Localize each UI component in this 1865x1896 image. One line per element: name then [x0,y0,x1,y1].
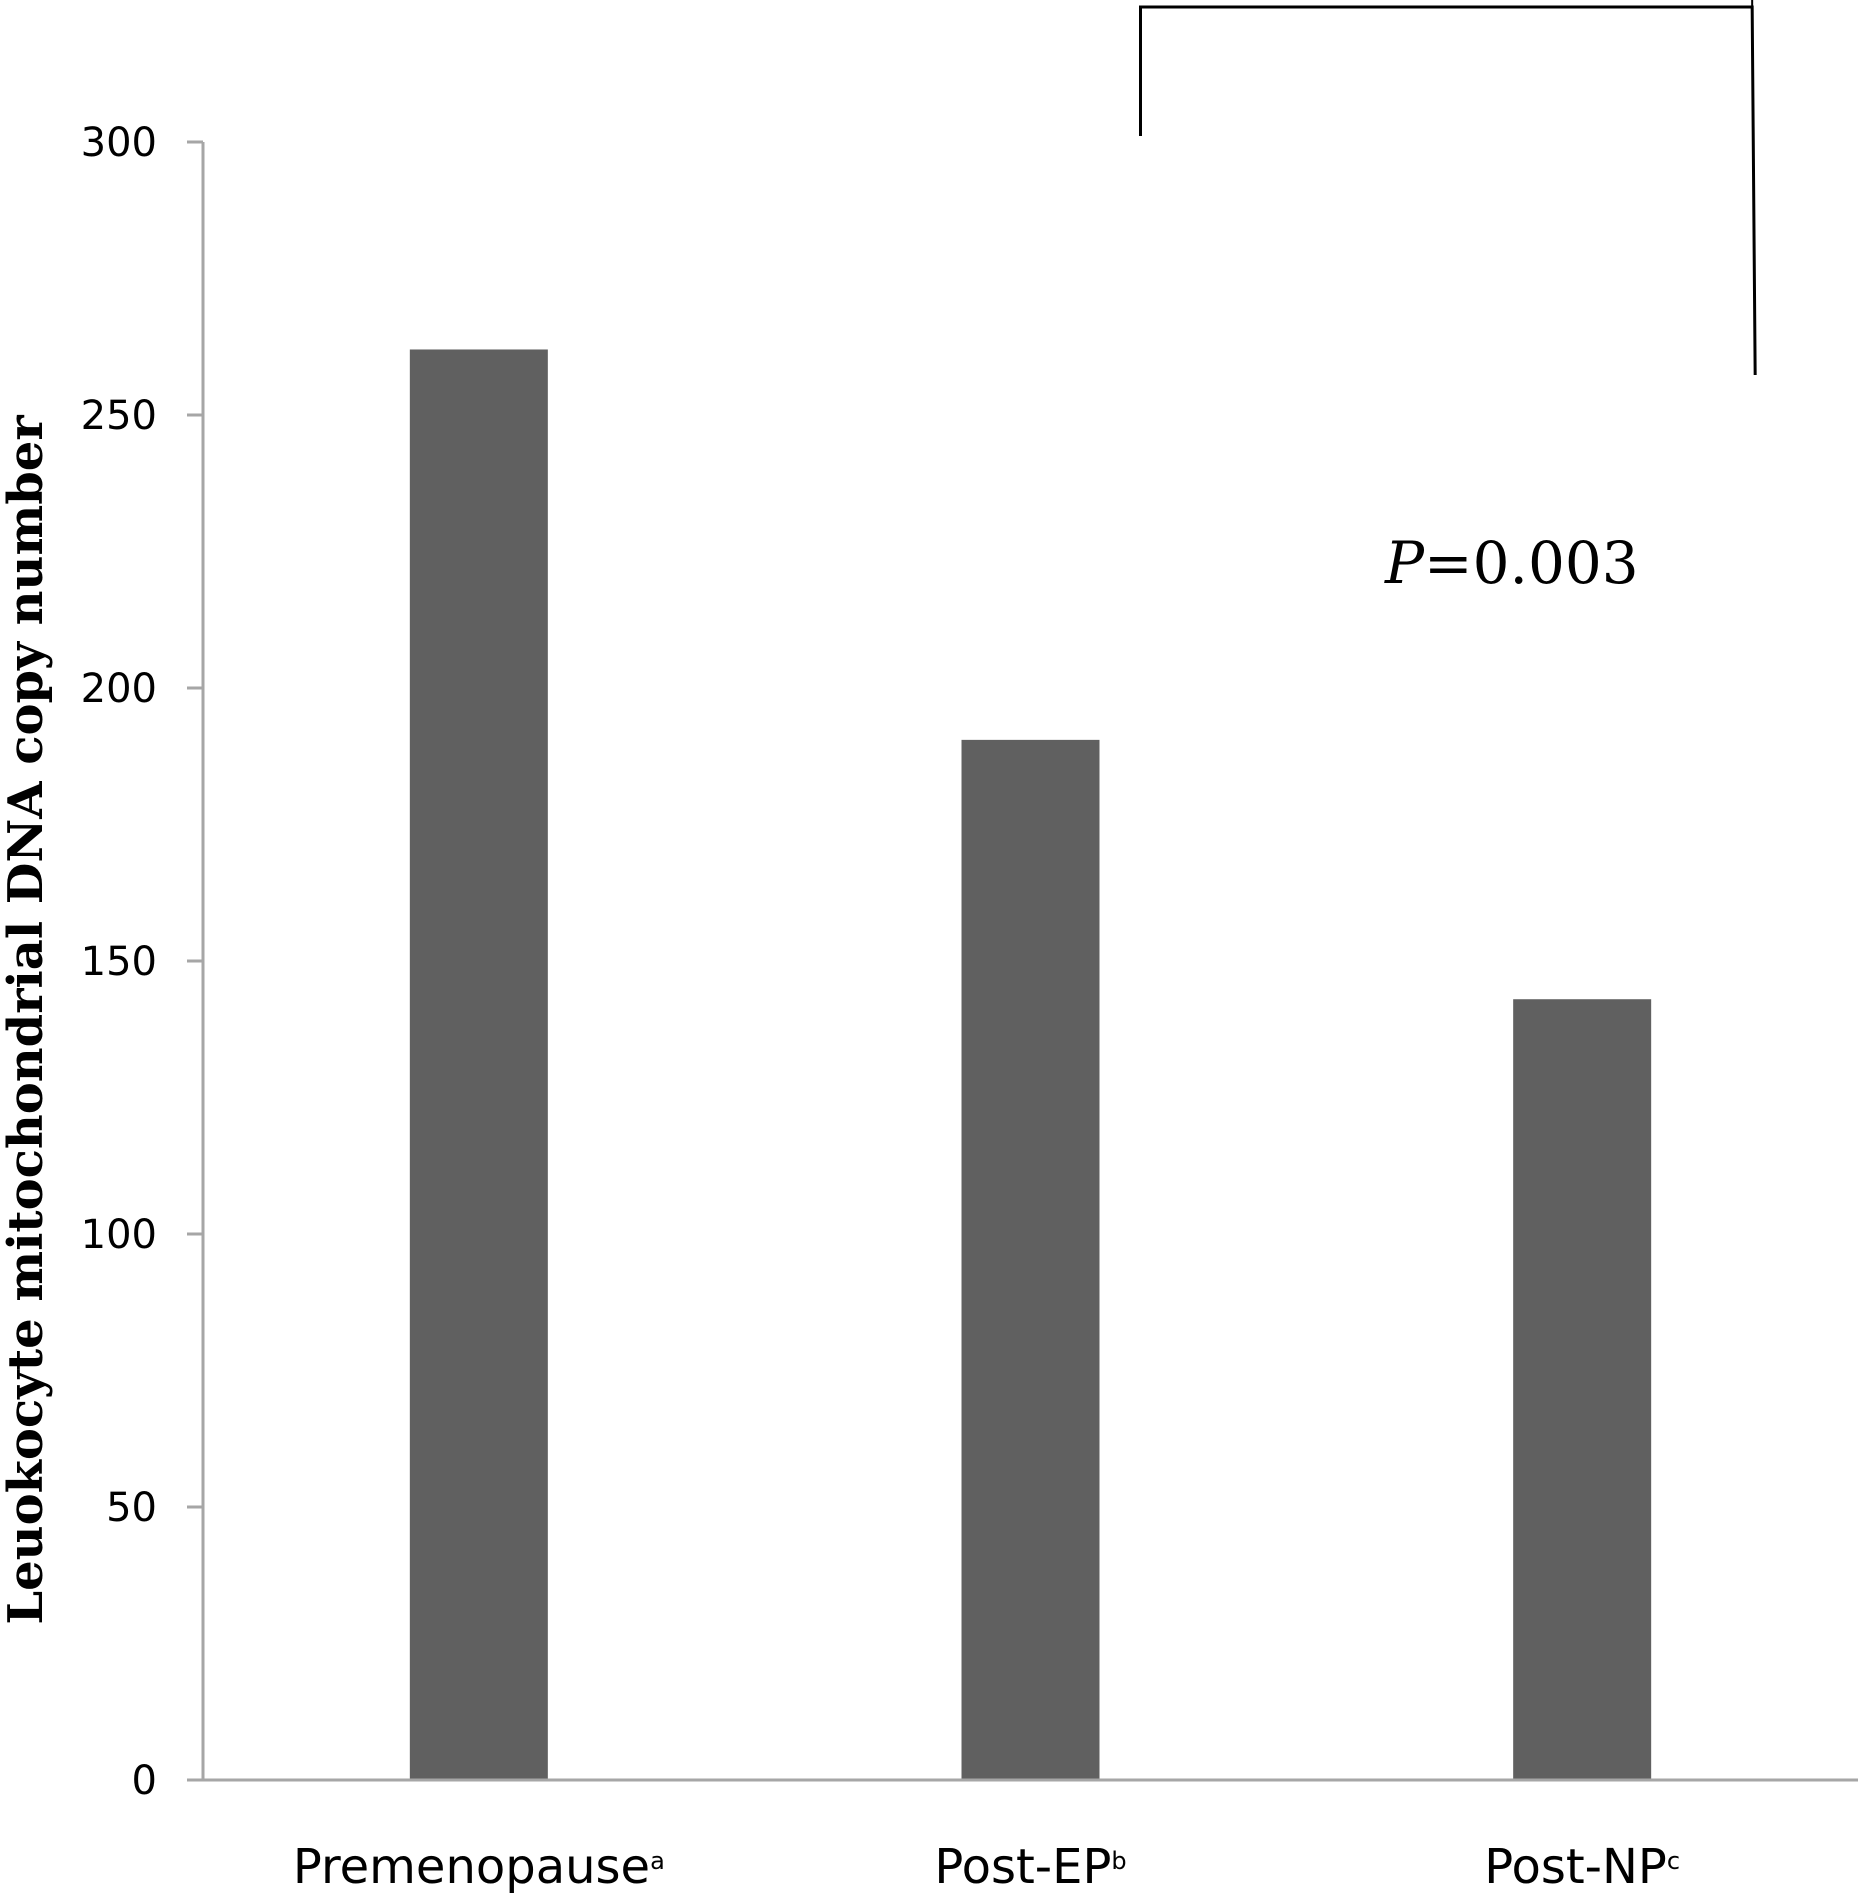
y-tick-label: 100 [81,1212,157,1258]
y-tick-label: 300 [81,120,157,166]
bar-post-ep [961,739,1100,1780]
y-tick-label: 200 [81,666,157,712]
x-tick-label: Post-NPc [1484,1839,1680,1895]
y-axis-title: Leuokocyte mitochondrial DNA copy number [0,415,54,1625]
bars [409,349,1652,1781]
x-axis-labels: Premenopausea Post-EPb Post-NPc [293,1839,1680,1895]
x-tick-label: Post-EPb [934,1839,1126,1895]
bar-post-np [1513,999,1652,1780]
p-value-number: =0.003 [1424,529,1639,597]
y-tick-label: 150 [81,939,157,985]
significance-bracket [1139,0,1757,376]
y-tick-label: 0 [132,1758,157,1804]
p-value-symbol: P [1384,529,1425,597]
y-axis-ticks: 0 50 100 150 200 250 300 [81,120,203,1804]
bar-premenopause [409,349,548,1781]
bracket-line [1139,5,1757,376]
y-tick-label: 50 [106,1485,157,1531]
p-value-annotation: P=0.003 [1384,529,1639,597]
y-tick-label: 250 [81,393,157,439]
x-tick-label: Premenopausea [293,1839,665,1895]
